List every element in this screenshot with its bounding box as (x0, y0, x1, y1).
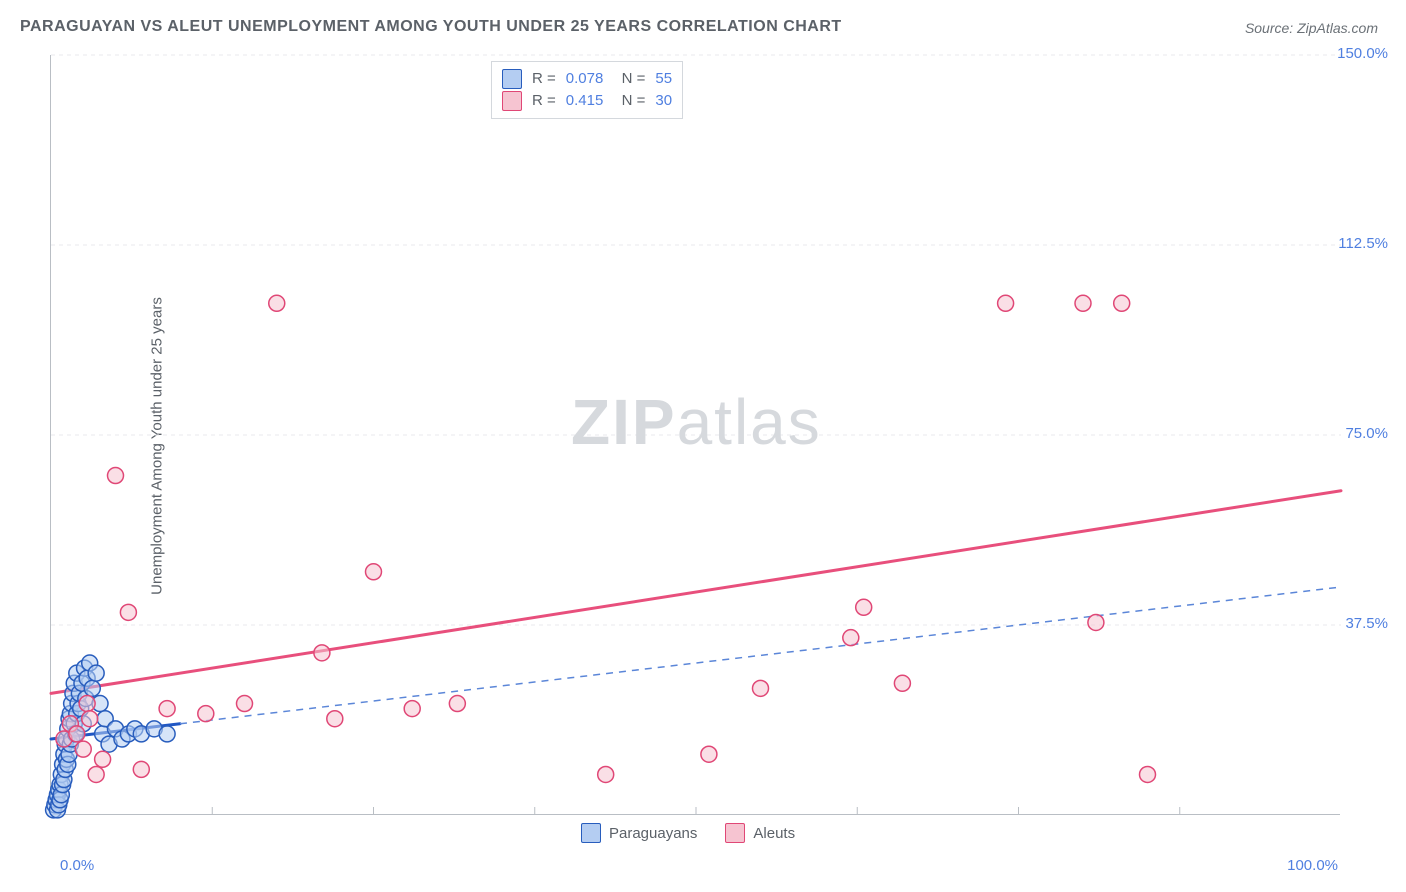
source-credit: Source: ZipAtlas.com (1245, 20, 1378, 36)
n-value-paraguayans: 55 (655, 68, 672, 90)
y-tick-label: 112.5% (1338, 235, 1388, 252)
point-paraguayans (84, 680, 100, 696)
legend-label-paraguayans: Paraguayans (609, 825, 697, 842)
legend-label-aleuts: Aleuts (753, 825, 795, 842)
point-paraguayans (88, 665, 104, 681)
swatch-aleuts (725, 823, 745, 843)
point-aleuts (133, 761, 149, 777)
point-aleuts (120, 604, 136, 620)
point-aleuts (198, 706, 214, 722)
r-label: R = (532, 68, 556, 90)
y-tick-label: 75.0% (1345, 425, 1388, 442)
point-aleuts (314, 645, 330, 661)
x-axis-max-label: 100.0% (1287, 857, 1338, 874)
corr-row-paraguayans: R = 0.078 N = 55 (502, 68, 672, 90)
point-aleuts (75, 741, 91, 757)
r-value-paraguayans: 0.078 (566, 68, 604, 90)
legend-item-aleuts: Aleuts (725, 823, 795, 843)
corr-row-aleuts: R = 0.415 N = 30 (502, 90, 672, 112)
x-axis-min-label: 0.0% (60, 857, 94, 874)
correlation-legend: R = 0.078 N = 55 R = 0.415 N = 30 (491, 61, 683, 119)
swatch-paraguayans (502, 69, 522, 89)
point-aleuts (1088, 614, 1104, 630)
series-legend: Paraguayans Aleuts (581, 823, 795, 843)
y-tick-label: 150.0% (1337, 45, 1388, 62)
r-label: R = (532, 90, 556, 112)
point-aleuts (237, 696, 253, 712)
chart-title: PARAGUAYAN VS ALEUT UNEMPLOYMENT AMONG Y… (20, 18, 842, 36)
point-aleuts (598, 766, 614, 782)
point-aleuts (856, 599, 872, 615)
point-aleuts (82, 711, 98, 727)
r-value-aleuts: 0.415 (566, 90, 604, 112)
n-label: N = (613, 90, 645, 112)
point-aleuts (108, 468, 124, 484)
point-aleuts (1114, 295, 1130, 311)
n-label: N = (613, 68, 645, 90)
point-aleuts (894, 675, 910, 691)
point-aleuts (366, 564, 382, 580)
plot-area: ZIPatlas R = 0.078 N = 55 R = 0.415 N = … (50, 55, 1340, 815)
swatch-aleuts (502, 91, 522, 111)
point-aleuts (404, 701, 420, 717)
legend-item-paraguayans: Paraguayans (581, 823, 697, 843)
point-aleuts (88, 766, 104, 782)
point-aleuts (79, 696, 95, 712)
point-aleuts (69, 726, 85, 742)
point-aleuts (95, 751, 111, 767)
point-aleuts (701, 746, 717, 762)
swatch-paraguayans (581, 823, 601, 843)
point-aleuts (1140, 766, 1156, 782)
point-aleuts (327, 711, 343, 727)
n-value-aleuts: 30 (655, 90, 672, 112)
point-aleuts (449, 696, 465, 712)
point-aleuts (843, 630, 859, 646)
point-aleuts (1075, 295, 1091, 311)
point-aleuts (159, 701, 175, 717)
point-aleuts (753, 680, 769, 696)
point-aleuts (998, 295, 1014, 311)
y-tick-label: 37.5% (1345, 615, 1388, 632)
point-aleuts (269, 295, 285, 311)
point-paraguayans (159, 726, 175, 742)
scatter-svg (51, 55, 1341, 815)
